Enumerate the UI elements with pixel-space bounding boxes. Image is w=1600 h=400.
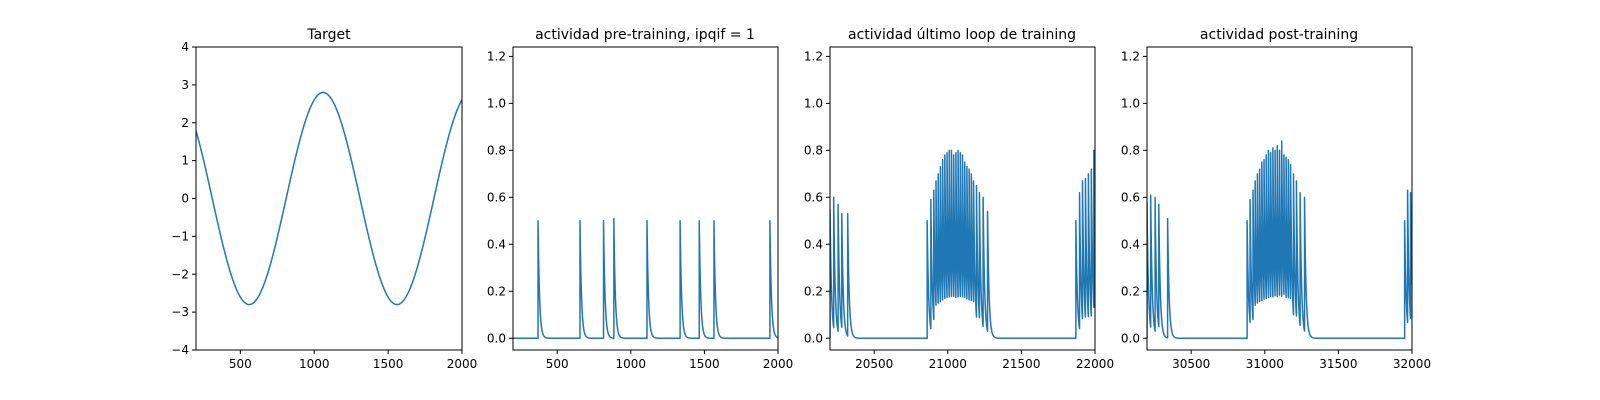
y-tick-label: −4 — [171, 343, 189, 357]
y-tick-label: 0.0 — [804, 331, 823, 345]
y-tick-label: −1 — [171, 229, 189, 243]
panel-title: Target — [306, 27, 351, 43]
panel-target: Target 500 1000 1500 2000 −4 −3 −2 −1 0 1 2 3 4 — [171, 27, 477, 371]
x-tick-label: 1000 — [616, 357, 647, 371]
x-tick-label: 22000 — [1076, 357, 1114, 371]
y-tick-label: −3 — [171, 305, 189, 319]
y-tick-label: 0.4 — [487, 237, 506, 251]
x-tick-label: 2000 — [763, 357, 794, 371]
x-tick-label: 1500 — [373, 357, 404, 371]
y-tick-label: 1.0 — [804, 96, 823, 110]
y-tick-label: 0.8 — [804, 143, 823, 157]
y-tick-label: 1.0 — [487, 96, 506, 110]
y-tick-label: −2 — [171, 267, 189, 281]
x-tick-label: 31000 — [1246, 357, 1284, 371]
y-tick-label: 0.4 — [1121, 237, 1140, 251]
y-tick-label: 0.2 — [1121, 284, 1140, 298]
x-tick-label: 500 — [546, 357, 569, 371]
y-tick-label: 1.2 — [487, 49, 506, 63]
x-tick-label: 500 — [229, 357, 252, 371]
x-tick-label: 20500 — [855, 357, 893, 371]
panel-last-training-loop: actividad último loop de training 20500 2… — [804, 27, 1114, 371]
y-tick-label: 1.0 — [1121, 96, 1140, 110]
y-tick-label: 1 — [181, 154, 189, 168]
y-tick-label: 4 — [181, 40, 189, 54]
y-tick-label: 1.2 — [1121, 49, 1140, 63]
series-line — [196, 91, 462, 306]
x-tick-label: 1000 — [299, 357, 330, 371]
y-tick-label: 1.2 — [804, 49, 823, 63]
y-tick-label: 0.8 — [1121, 143, 1140, 157]
y-tick-label: 0.2 — [804, 284, 823, 298]
panel-title: actividad último loop de training — [848, 27, 1076, 43]
axes-frame — [1146, 46, 1413, 351]
x-tick-label: 21500 — [1002, 357, 1040, 371]
y-tick-label: 2 — [181, 116, 189, 130]
y-tick-label: 0.0 — [1121, 331, 1140, 345]
x-tick-label: 21000 — [929, 357, 967, 371]
y-tick-label: 0.6 — [487, 190, 506, 204]
y-tick-label: 3 — [181, 78, 189, 92]
y-tick-label: 0.2 — [487, 284, 506, 298]
x-tick-label: 2000 — [447, 357, 478, 371]
panel-title: actividad pre-training, ipqif = 1 — [535, 27, 755, 43]
x-tick-label: 32000 — [1393, 357, 1431, 371]
y-tick-label: 0.8 — [487, 143, 506, 157]
x-tick-label: 1500 — [689, 357, 720, 371]
series-line — [513, 217, 778, 340]
x-tick-label: 30500 — [1172, 357, 1210, 371]
panel-title: actividad post-training — [1200, 27, 1358, 43]
y-tick-label: 0.6 — [804, 190, 823, 204]
y-tick-label: 0.6 — [1121, 190, 1140, 204]
y-tick-label: 0.0 — [487, 331, 506, 345]
panel-pre-training: actividad pre-training, ipqif = 1 500 100… — [487, 27, 793, 371]
series-line — [830, 149, 1095, 340]
y-tick-label: 0.4 — [804, 237, 823, 251]
y-tick-label: 0 — [181, 192, 189, 206]
x-tick-label: 31500 — [1319, 357, 1357, 371]
panel-post-training: actividad post-training 30500 31000 31500 3… — [1121, 27, 1431, 371]
axes-frame — [829, 46, 1096, 351]
axes-frame — [512, 46, 779, 351]
series-line — [1147, 140, 1412, 340]
